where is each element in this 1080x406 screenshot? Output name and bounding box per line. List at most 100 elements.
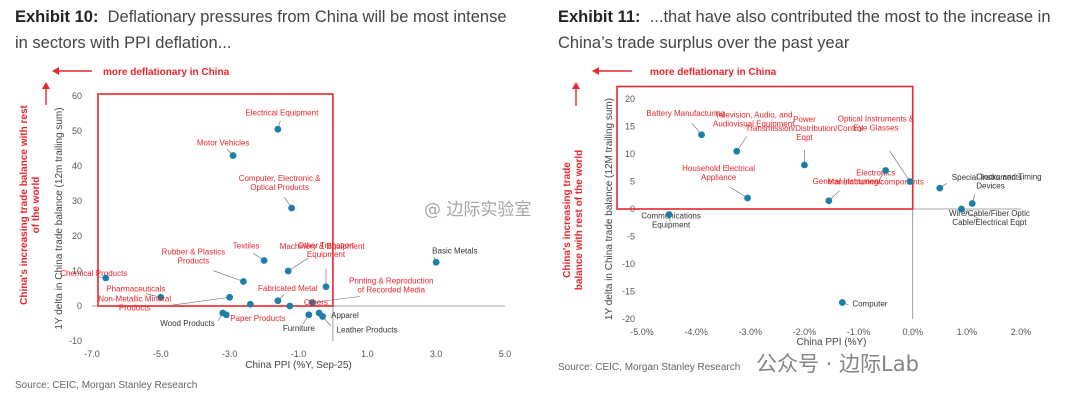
data-point (936, 184, 944, 192)
data-point (968, 200, 976, 207)
x-tick-label: 3.0 (430, 349, 443, 359)
point-label: Power Transmission/Distribution/Control Eq… (746, 115, 864, 142)
x-tick-label: -1.0 (291, 349, 307, 359)
y-tick-label: 40 (72, 161, 82, 171)
point-label: Non-Metallic Mineral Products (98, 294, 171, 312)
data-point (240, 278, 247, 285)
point-leader-line (213, 270, 244, 282)
x-tick-label: 2.0% (1011, 327, 1032, 337)
deflation-arrow-label: more deflationary in China (650, 67, 777, 78)
data-point (284, 267, 292, 275)
data-point (882, 167, 890, 174)
point-label: Motor Vehicles (197, 139, 249, 148)
point-label: Apparel (331, 311, 359, 320)
point-leader-line (730, 186, 748, 199)
point-label: Wood Products (160, 319, 215, 328)
deflation-arrow-head (52, 67, 59, 75)
data-point (274, 125, 282, 133)
y-tick-label: 10 (72, 266, 82, 276)
x-tick-label: 5.0 (499, 349, 512, 359)
data-point (219, 309, 227, 317)
point-leader-line (288, 257, 309, 272)
point-label: Optical Instruments & Eye Glasses (838, 115, 915, 133)
y-axis-title: 1Y delta in China trade balance (12M tra… (604, 98, 615, 320)
exhibit-10-heading: Exhibit 10: Deflationary pressures from … (15, 4, 515, 56)
y-tick-label: -20 (622, 314, 635, 324)
data-point (308, 299, 316, 306)
point-label: Television, Audio, and Audiovisual Equipm… (713, 110, 795, 128)
point-label: Printing & Reproduction of Recorded Media (349, 277, 434, 295)
y-tick-label: -10 (69, 336, 82, 346)
data-point (801, 161, 808, 169)
data-point (319, 313, 326, 320)
point-label: Fabricated Metal (258, 284, 318, 293)
point-label: Leather Products (337, 326, 398, 335)
exhibit-11-heading: Exhibit 11: ...that have also contribute… (558, 4, 1058, 56)
y-tick-label: -15 (622, 287, 635, 297)
point-label: Pharmaceuticals (106, 284, 165, 293)
data-point (288, 204, 296, 212)
point-label: Machinery & Equipment (280, 242, 366, 251)
y-tick-label: 0 (77, 301, 82, 311)
point-leader-line (889, 150, 911, 182)
exhibit-10-title: Deflationary pressures from China will b… (15, 8, 507, 52)
y-tick-label: 5 (630, 177, 635, 187)
point-label: Battery Manufacturing (646, 109, 724, 118)
point-label: Wire/Cable/Fiber Optic Cable/Electrical E… (949, 209, 1030, 227)
point-label: Others (304, 298, 328, 307)
data-point (665, 211, 673, 218)
exhibit-11-title: ...that have also contributed the most t… (558, 8, 1051, 52)
point-label: Textiles (233, 242, 260, 251)
data-point (906, 178, 914, 185)
exhibit-10-label: Exhibit 10: (15, 8, 99, 26)
trade-balance-side-label: China's increasing tradebalance with res… (562, 150, 585, 291)
data-point (958, 205, 965, 213)
x-tick-label: 0.0% (902, 327, 923, 337)
deflation-arrow-label: more deflationary in China (103, 67, 230, 78)
point-label: Computer, Electronic & Optical Products (239, 174, 321, 192)
point-label: Paper Products (230, 314, 285, 323)
point-label: Basic Metals (432, 246, 477, 255)
y-tick-label: 20 (625, 94, 635, 104)
highlight-box (616, 85, 914, 210)
x-tick-label: -3.0 (222, 349, 238, 359)
data-point (744, 194, 751, 202)
point-label: Chemical Products (60, 269, 127, 278)
trade-balance-arrow-head (42, 82, 50, 89)
point-label: Special Instruments (952, 173, 1022, 182)
x-axis-title: China PPI (%Y, Sep-25) (245, 360, 352, 371)
point-leader-line (172, 296, 230, 306)
data-point (260, 257, 268, 264)
trade-balance-arrow-head (572, 82, 580, 89)
y-tick-label: 60 (72, 91, 82, 101)
x-tick-label: 1.0 (361, 349, 374, 359)
point-label: Rubber & Plastics Products (162, 248, 226, 266)
x-tick-label: -7.0 (84, 349, 100, 359)
data-point (102, 274, 110, 282)
data-point (305, 311, 313, 319)
y-tick-label: 15 (625, 122, 635, 132)
data-point (838, 299, 846, 306)
data-point (698, 131, 705, 139)
y-tick-label: -5 (627, 232, 635, 242)
trade-balance-side-label: China's increasing trade balance with re… (19, 105, 42, 305)
data-point (229, 152, 237, 159)
watermark-wechat: 公众号 · 边际Lab (756, 352, 919, 376)
y-axis-title: 1Y delta in China trade balance (12m tra… (54, 107, 65, 329)
point-label: General Instrument (813, 177, 882, 186)
y-tick-label: 30 (72, 196, 82, 206)
point-label: Electrical Equipment (245, 108, 319, 117)
x-tick-label: -1.0% (847, 327, 871, 337)
data-point (274, 297, 282, 305)
y-tick-label: 50 (72, 126, 82, 136)
x-tick-label: -2.0% (793, 327, 817, 337)
x-tick-label: -5.0 (153, 349, 169, 359)
x-axis-title: China PPI (%Y) (796, 337, 866, 348)
y-tick-label: 10 (625, 149, 635, 159)
exhibit-11-panel: Exhibit 11: ...that have also contribute… (540, 0, 1080, 406)
exhibit-11-label: Exhibit 11: (558, 8, 641, 26)
data-point (157, 293, 165, 301)
data-point (226, 293, 234, 301)
y-tick-label: 20 (72, 231, 82, 241)
